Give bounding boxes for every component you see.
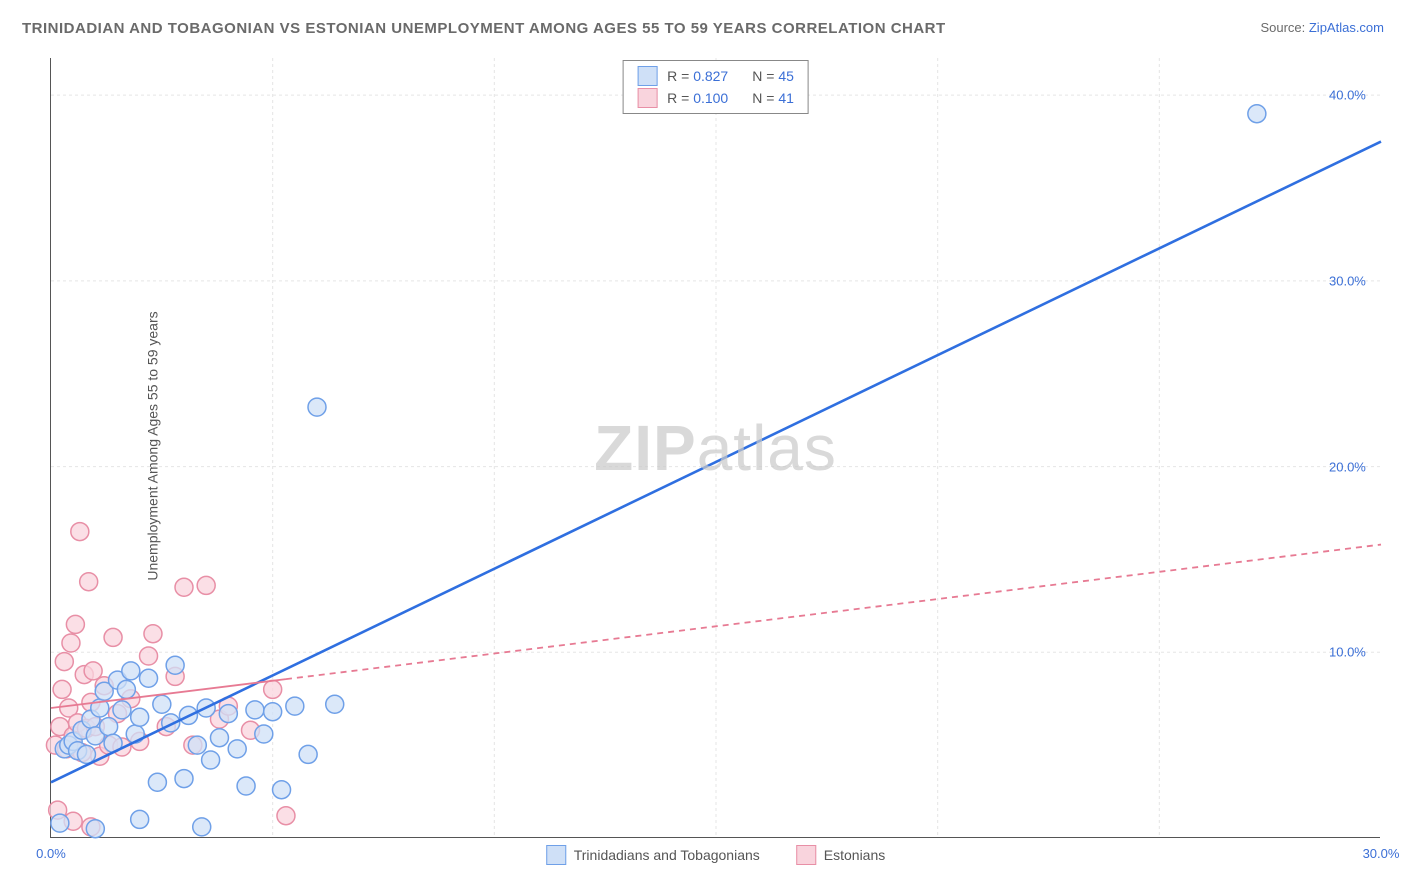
plot-area: ZIPatlas R = 0.827N = 45R = 0.100N = 41 … xyxy=(50,58,1380,838)
legend-series-item: Trinidadians and Tobagonians xyxy=(546,845,760,865)
legend-swatch xyxy=(637,88,657,108)
chart-title: TRINIDADIAN AND TOBAGONIAN VS ESTONIAN U… xyxy=(22,20,946,37)
legend-correlation-row: R = 0.827 N = 45 xyxy=(637,65,794,87)
x-tick-label: 30.0% xyxy=(1363,846,1400,861)
legend-correlation-row: R = 0.100 N = 41 xyxy=(637,87,794,109)
x-tick-label: 0.0% xyxy=(36,846,66,861)
legend-series-item: Estonians xyxy=(796,845,885,865)
plot-svg xyxy=(51,58,1381,838)
legend-series-label: Estonians xyxy=(824,847,885,863)
legend-correlation: R = 0.827 N = 45 R = 0.100 N = 41 xyxy=(622,60,809,114)
legend-swatch xyxy=(546,845,566,865)
y-tick-label: 30.0% xyxy=(1329,273,1366,288)
source-value: ZipAtlas.com xyxy=(1309,20,1384,35)
legend-swatch xyxy=(637,66,657,86)
source-label: Source: xyxy=(1260,20,1308,35)
y-tick-label: 20.0% xyxy=(1329,459,1366,474)
legend-series-label: Trinidadians and Tobagonians xyxy=(574,847,760,863)
y-tick-label: 40.0% xyxy=(1329,88,1366,103)
legend-swatch xyxy=(796,845,816,865)
legend-n-label: N = 45 xyxy=(752,65,794,87)
legend-r-label: R = 0.827 xyxy=(667,65,728,87)
legend-n-label: N = 41 xyxy=(752,87,794,109)
chart-container: TRINIDADIAN AND TOBAGONIAN VS ESTONIAN U… xyxy=(0,0,1406,892)
source-attribution: Source: ZipAtlas.com xyxy=(1260,20,1384,35)
y-tick-label: 10.0% xyxy=(1329,645,1366,660)
legend-r-label: R = 0.100 xyxy=(667,87,728,109)
legend-series: Trinidadians and Tobagonians Estonians xyxy=(546,845,886,865)
